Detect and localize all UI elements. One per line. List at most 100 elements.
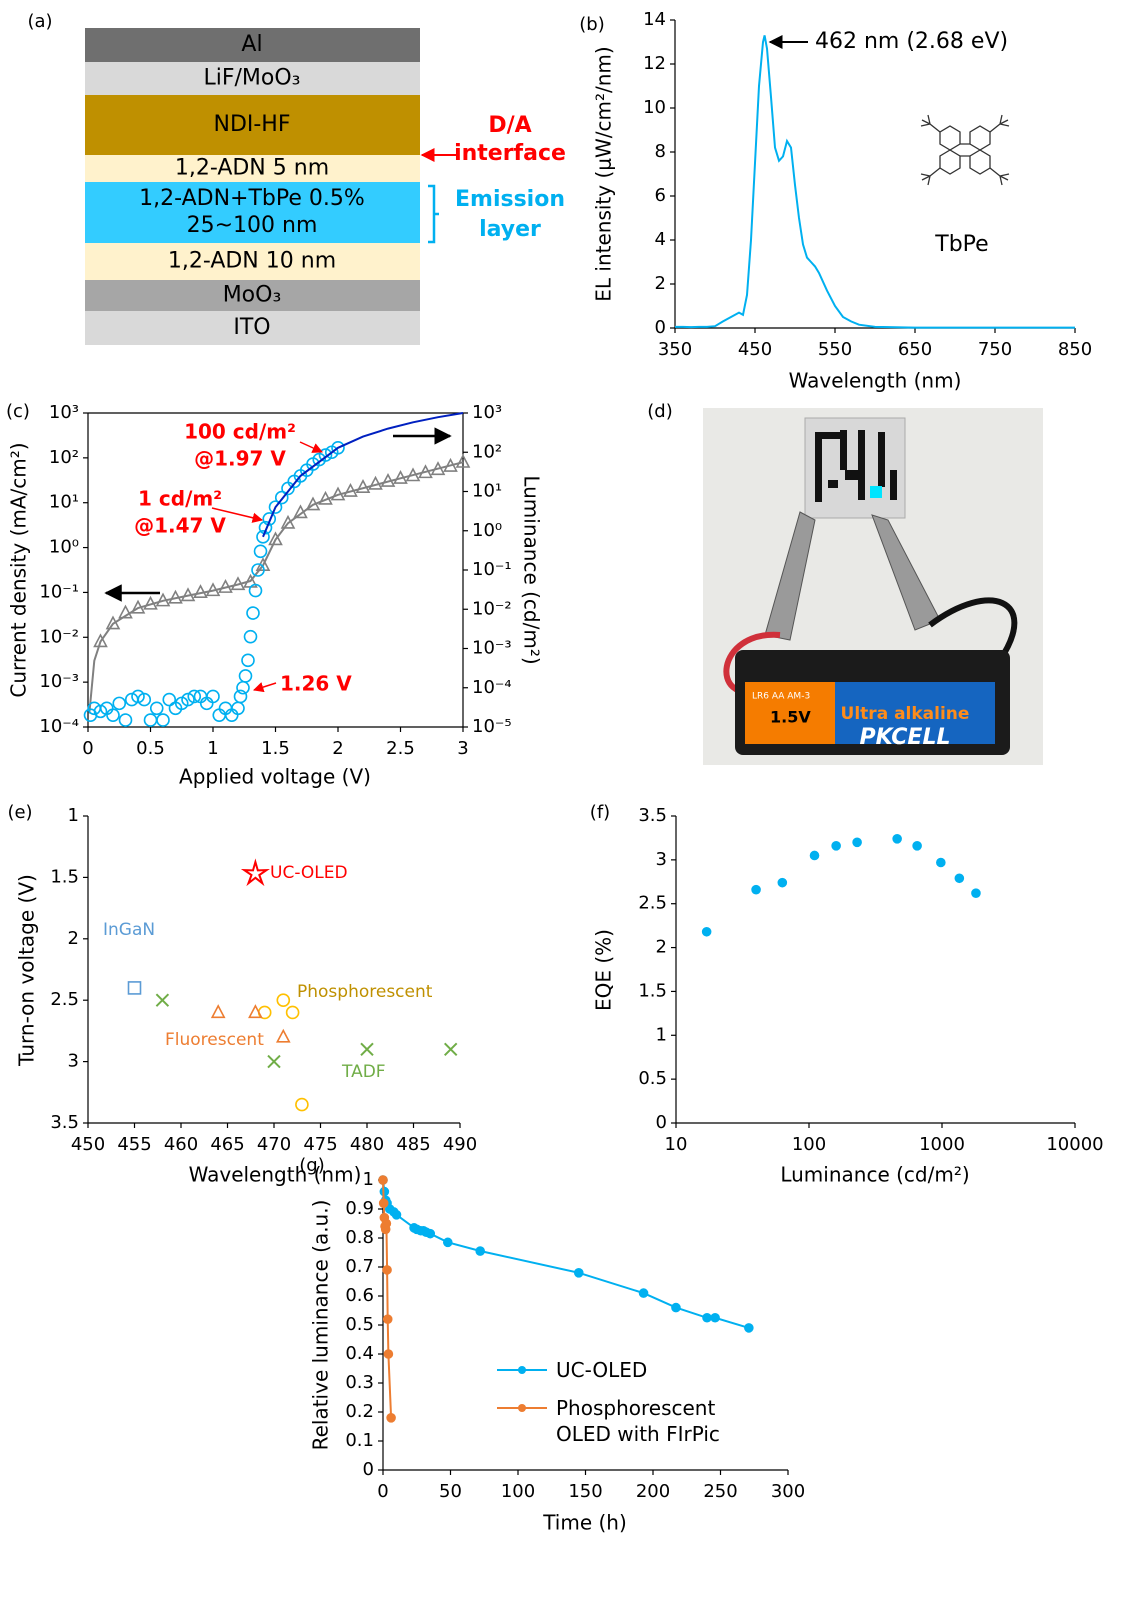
panel-label: (g) <box>299 1155 324 1176</box>
y-tick-label: 2 <box>68 928 79 949</box>
marker <box>744 1323 754 1333</box>
marker <box>251 563 265 577</box>
layer-label: 1,2-ADN+TbPe 0.5% <box>139 186 365 211</box>
layer-label: NDI-HF <box>213 112 290 137</box>
marker <box>751 884 761 895</box>
y2-axis-label: Luminance (cd/m²) <box>520 475 544 664</box>
layer <box>85 280 420 311</box>
marker <box>274 490 289 505</box>
marker <box>777 877 788 888</box>
marker <box>248 583 263 598</box>
y-tick-label: 10⁻¹ <box>39 581 79 602</box>
y-tick-label: 0.9 <box>345 1198 374 1219</box>
layer <box>85 28 420 62</box>
marker <box>295 1097 309 1112</box>
x-tick-label: 850 <box>1058 339 1092 360</box>
marker <box>224 708 239 722</box>
electrodes <box>815 430 897 502</box>
marker <box>137 692 152 707</box>
x-tick-label: 750 <box>978 339 1012 360</box>
legend-label: UC-OLED <box>556 1358 648 1382</box>
y-tick-label: 0.5 <box>638 1068 667 1089</box>
chart <box>671 815 1076 1128</box>
marker <box>809 850 820 861</box>
x-tick-label: 455 <box>117 1134 151 1155</box>
y-axis-label: Current density (mA/cm²) <box>7 442 31 697</box>
marker <box>573 1268 584 1278</box>
y-tick-label: 0.1 <box>345 1430 374 1451</box>
photo: LR6 AA AM-3 1.5V Ultra alkaline PKCELL <box>703 408 1043 765</box>
marker <box>275 1028 291 1043</box>
marker <box>475 1246 486 1256</box>
marker <box>954 873 965 884</box>
layer-label: MoO₃ <box>223 283 282 308</box>
wire <box>928 597 1018 662</box>
x-axis-label: Time (h) <box>542 1511 627 1535</box>
y2-tick-label: 10² <box>472 441 502 462</box>
x-tick-label: 480 <box>350 1134 384 1155</box>
interface-label: D/A <box>488 113 531 138</box>
x-tick-label: 250 <box>703 1481 737 1502</box>
emission-label: Emission <box>455 187 565 212</box>
y-tick-label: 10² <box>49 447 79 468</box>
y2-tick-label: 10⁻¹ <box>472 559 512 580</box>
marker <box>268 531 283 546</box>
annotation: 1.26 V <box>280 672 352 696</box>
legend-label: Phosphorescent OLED with FIrPic <box>556 1396 720 1446</box>
marker <box>210 1004 226 1019</box>
y-tick-label: 4 <box>655 229 666 250</box>
x-tick-label: 100 <box>792 1134 826 1155</box>
y-tick-label: 3 <box>656 849 667 870</box>
marker <box>378 1175 388 1185</box>
marker <box>231 701 245 716</box>
marker <box>936 857 946 868</box>
marker <box>253 544 268 559</box>
marker <box>382 1314 393 1324</box>
layer <box>85 62 420 95</box>
panel-label: (f) <box>590 802 610 823</box>
x-axis-label: Wavelength (nm) <box>189 1163 362 1187</box>
marker <box>206 689 220 704</box>
y-tick-label: 2.5 <box>638 893 667 914</box>
y-axis-label: Turn-on voltage (V) <box>15 874 39 1067</box>
y-tick-label: 8 <box>655 141 666 162</box>
marker <box>318 448 333 462</box>
marker <box>701 926 712 937</box>
y2-tick-label: 10⁻² <box>472 598 512 619</box>
x-tick-label: 300 <box>771 1481 805 1502</box>
y2-tick-label: 10³ <box>472 402 502 423</box>
annotation-arrow <box>299 441 323 453</box>
marker <box>149 701 164 716</box>
x-tick-label: 490 <box>443 1134 477 1155</box>
marker <box>248 1004 263 1019</box>
series-line <box>262 412 464 538</box>
y-tick-label: 3.5 <box>50 1112 79 1133</box>
y2-tick-label: 10¹ <box>472 481 502 502</box>
y-tick-label: 0.2 <box>345 1401 374 1422</box>
battery-cap <box>745 682 835 744</box>
marker <box>155 993 170 1007</box>
chart <box>83 815 461 1128</box>
layer <box>85 182 420 243</box>
marker <box>258 520 273 535</box>
x-tick-label: 450 <box>738 339 772 360</box>
x-axis-label: Wavelength (nm) <box>789 369 962 393</box>
x-tick-label: 100 <box>501 1481 535 1502</box>
y2-tick-label: 10⁻⁵ <box>472 716 512 737</box>
emission-bracket <box>428 184 439 244</box>
series-line <box>88 461 464 714</box>
legend-marker <box>518 1366 526 1374</box>
annotation: @1.47 V <box>134 514 226 538</box>
molecule <box>920 114 1010 186</box>
annotation-arrow <box>211 507 264 523</box>
x-tick-label: 0.5 <box>136 738 165 759</box>
battery-text: Ultra alkaline <box>841 704 970 724</box>
layer <box>85 155 420 182</box>
marker <box>127 981 142 995</box>
marker <box>360 1042 374 1057</box>
y-tick-label: 2.5 <box>50 989 79 1010</box>
marker <box>181 692 195 707</box>
x-tick-label: 0 <box>377 1481 388 1502</box>
